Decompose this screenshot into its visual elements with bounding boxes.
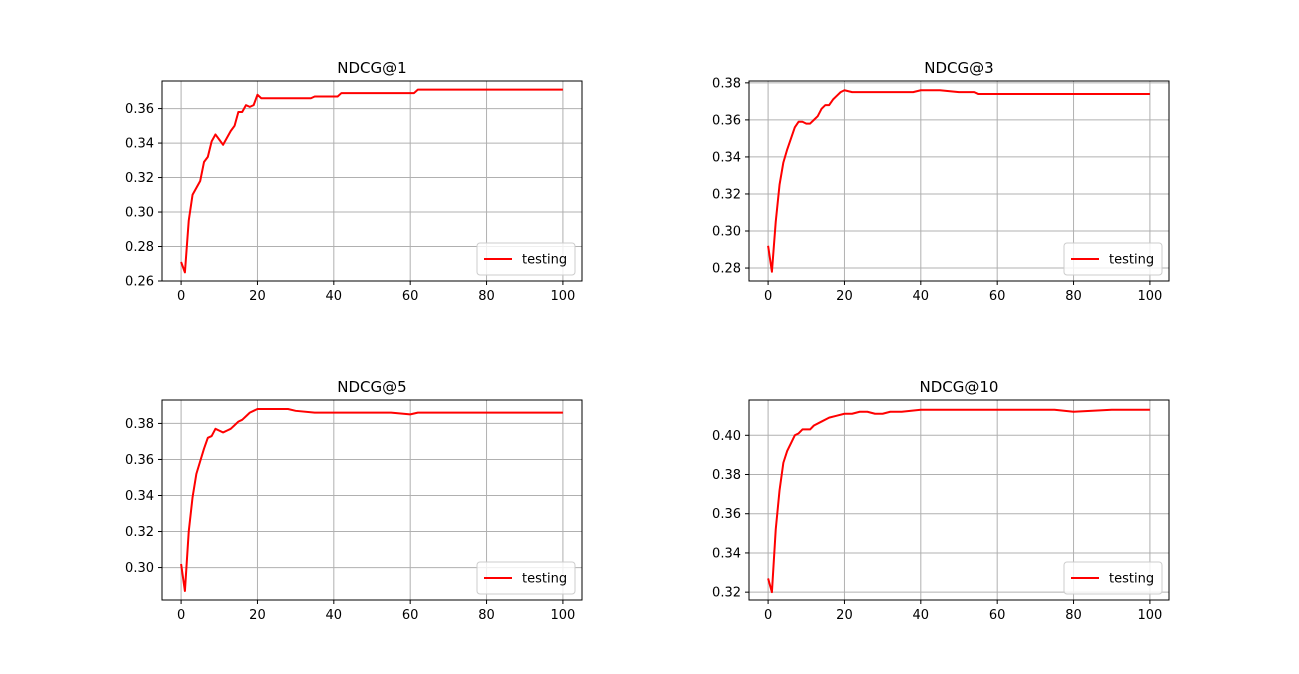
y-tick-label: 0.32 [125, 171, 154, 186]
chart-title: NDCG@10 [920, 378, 999, 396]
y-tick-label: 0.36 [125, 453, 154, 468]
legend-box [1063, 242, 1163, 276]
axes-frame [161, 80, 583, 282]
y-tick-label: 0.32 [125, 525, 154, 540]
x-tick-label: 60 [989, 608, 1006, 623]
y-tick-label: 0.36 [712, 507, 741, 522]
series-line-testing [180, 408, 563, 592]
y-tick-label: 0.28 [712, 262, 741, 277]
legend: testing [476, 242, 576, 276]
y-tick-label: 0.26 [125, 275, 154, 290]
y-tick-label: 0.36 [712, 113, 741, 128]
y-tick-label: 0.34 [125, 137, 154, 152]
series-line-testing [767, 89, 1150, 273]
subplot-ndcg-1: NDCG@1 0 20 40 60 80 100 0.26 0.28 0.30 0.32 0.34 0… [125, 59, 583, 304]
chart-title: NDCG@3 [924, 59, 993, 77]
x-tick-label: 0 [764, 608, 772, 623]
x-tick-label: 60 [402, 289, 419, 304]
x-tick-label: 100 [550, 289, 575, 304]
y-tick-label: 0.36 [125, 102, 154, 117]
legend-box [476, 242, 576, 276]
series-line-testing [180, 88, 563, 274]
x-tick-label: 40 [913, 289, 930, 304]
chart-title: NDCG@1 [337, 59, 406, 77]
y-tick-label: 0.34 [712, 546, 741, 561]
x-tick-label: 100 [1137, 608, 1162, 623]
axes-frame [161, 399, 583, 601]
y-tick-label: 0.30 [712, 225, 741, 240]
x-tick-label: 0 [177, 608, 185, 623]
y-tick-label: 0.28 [125, 240, 154, 255]
y-tick-label: 0.32 [712, 586, 741, 601]
x-tick-label: 80 [1065, 608, 1082, 623]
y-tick-label: 0.38 [712, 76, 741, 91]
axes-frame [748, 399, 1170, 601]
legend-label: testing [522, 253, 567, 268]
legend: testing [1063, 561, 1163, 595]
series-line-testing [767, 408, 1150, 594]
y-tick-label: 0.30 [125, 561, 154, 576]
legend-label: testing [522, 572, 567, 587]
legend-box [1063, 561, 1163, 595]
x-tick-label: 60 [989, 289, 1006, 304]
axes-frame [748, 80, 1170, 282]
y-tick-label: 0.38 [125, 417, 154, 432]
subplot-ndcg-3: NDCG@3 0 20 40 60 80 100 0.28 0.30 0.32 0.34 0.36 0… [712, 59, 1170, 304]
x-tick-label: 20 [249, 289, 266, 304]
subplot-ndcg-5: NDCG@5 0 20 40 60 80 100 0.30 0.32 0.34 0.36 0.38 t… [125, 378, 583, 623]
y-tick-label: 0.40 [712, 429, 741, 444]
x-tick-label: 40 [326, 289, 343, 304]
y-tick-label: 0.34 [125, 489, 154, 504]
x-tick-label: 20 [836, 289, 853, 304]
x-tick-label: 40 [326, 608, 343, 623]
x-tick-label: 20 [836, 608, 853, 623]
y-tick-label: 0.32 [712, 187, 741, 202]
x-tick-label: 80 [478, 608, 495, 623]
legend-box [476, 561, 576, 595]
y-tick-label: 0.38 [712, 468, 741, 483]
x-tick-label: 60 [402, 608, 419, 623]
x-tick-label: 100 [1137, 289, 1162, 304]
y-tick-label: 0.34 [712, 150, 741, 165]
legend: testing [1063, 242, 1163, 276]
x-tick-label: 80 [1065, 289, 1082, 304]
x-tick-label: 40 [913, 608, 930, 623]
y-tick-label: 0.30 [125, 206, 154, 221]
x-tick-label: 20 [249, 608, 266, 623]
x-tick-label: 0 [177, 289, 185, 304]
legend-label: testing [1109, 572, 1154, 587]
x-tick-label: 0 [764, 289, 772, 304]
x-tick-label: 100 [550, 608, 575, 623]
legend: testing [476, 561, 576, 595]
x-tick-label: 80 [478, 289, 495, 304]
legend-label: testing [1109, 253, 1154, 268]
chart-title: NDCG@5 [337, 378, 406, 396]
subplot-ndcg-10: NDCG@10 0 20 40 60 80 100 0.32 0.34 0.36 0.38 0.40… [712, 378, 1170, 623]
